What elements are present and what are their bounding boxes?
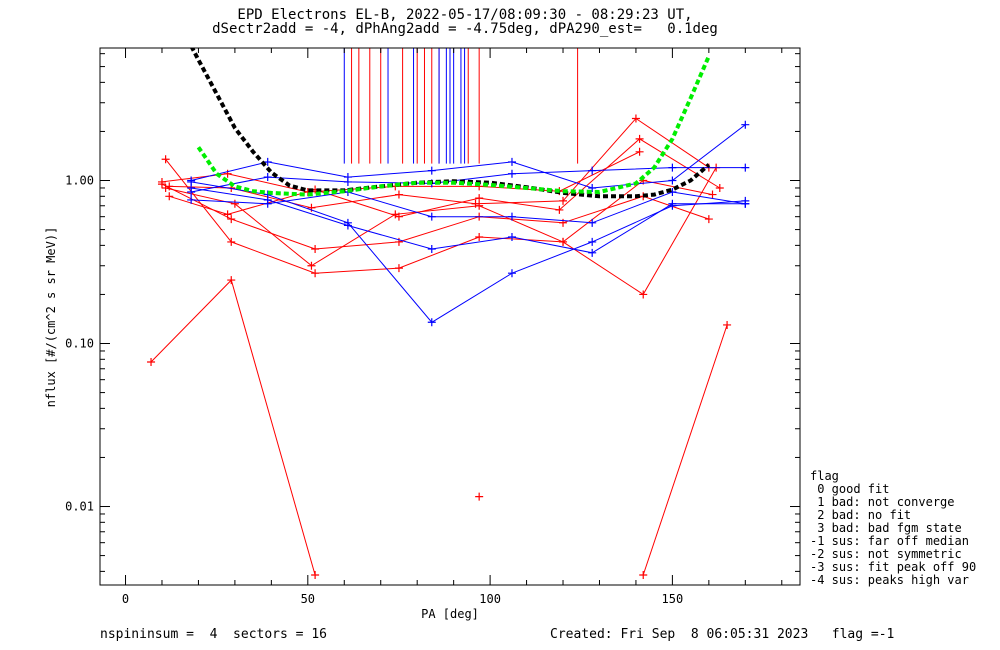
legend-item: -2 sus: not symmetric — [810, 547, 962, 561]
series-line — [642, 324, 728, 576]
series-line — [165, 179, 713, 267]
axis-layer: 0 50 100 150 0.01 0.10 1.00 — [65, 48, 800, 606]
x-tick-label: 150 — [662, 592, 684, 606]
legend-item: 3 bad: bad fgm state — [810, 521, 962, 535]
y-tick-label: 0.01 — [65, 500, 94, 514]
x-tick-label: 100 — [479, 592, 501, 606]
data-point — [741, 120, 750, 129]
legend-item: -4 sus: peaks high var — [810, 573, 969, 587]
plot-frame — [99, 47, 801, 586]
footer-left: nspininsum = 4 sectors = 16 — [100, 627, 327, 642]
legend-item: 0 good fit — [810, 482, 890, 496]
data-point — [311, 571, 320, 580]
legend-item: -1 sus: far off median — [810, 534, 969, 548]
data-point — [475, 492, 484, 501]
data-point — [639, 571, 648, 580]
data-layer — [147, 48, 750, 580]
chart-title-line1: EPD Electrons EL-B, 2022-05-17/08:09:30 … — [237, 7, 693, 23]
series-line — [191, 191, 746, 224]
fit-curve — [196, 55, 711, 197]
series-line — [150, 279, 316, 576]
data-point — [165, 192, 174, 201]
legend-item: -3 sus: fit peak off 90 — [810, 560, 977, 574]
x-tick-label: 50 — [301, 592, 315, 606]
series-line — [161, 183, 710, 250]
y-tick-label: 0.10 — [65, 337, 94, 351]
legend-item: 2 bad: no fit — [810, 508, 912, 522]
flag-legend: flag 0 good fit 1 bad: not converge 2 ba… — [810, 470, 976, 587]
series-line — [165, 158, 717, 296]
x-axis-label: PA [deg] — [421, 607, 479, 621]
data-point — [161, 155, 170, 164]
series-line — [191, 187, 746, 254]
median-curve — [189, 48, 711, 199]
series-line — [190, 124, 746, 189]
series-line — [169, 138, 721, 218]
legend-title: flag — [810, 469, 839, 483]
chart-title-line2: dSectr2add = -4, dPhAng2add = -4.75deg, … — [212, 21, 718, 37]
footer-right: Created: Fri Sep 8 06:05:31 2023 flag =-… — [550, 627, 895, 642]
y-axis-label: nflux [#/(cm^2 s sr MeV)] — [44, 227, 58, 408]
series-line — [169, 117, 710, 209]
x-tick-label: 0 — [122, 592, 129, 606]
y-tick-label: 1.00 — [65, 174, 94, 188]
legend-item: 1 bad: not converge — [810, 495, 955, 509]
